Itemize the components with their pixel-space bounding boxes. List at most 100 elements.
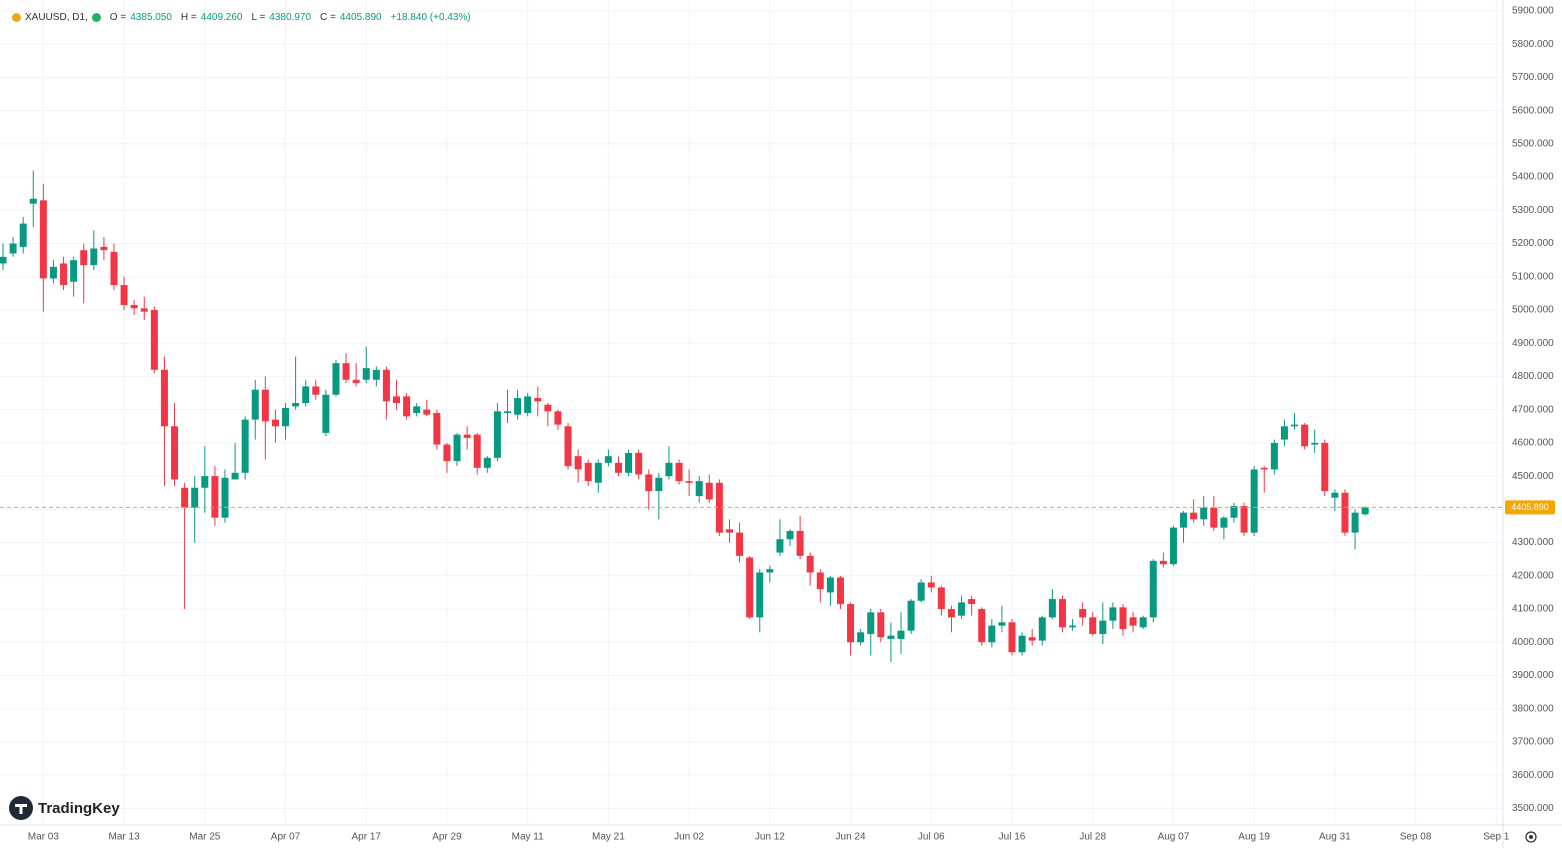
x-tick-label: May 21 (592, 832, 625, 843)
candle-body (968, 599, 976, 605)
y-tick-label: 4900.000 (1512, 338, 1554, 349)
x-tick-label: Jul 28 (1079, 832, 1106, 843)
candle-body (130, 305, 138, 309)
settings-button[interactable] (1524, 830, 1538, 844)
y-tick-label: 5500.000 (1512, 139, 1554, 150)
y-tick-label: 5200.000 (1512, 238, 1554, 249)
candle-body (746, 557, 754, 618)
candle-body (342, 363, 350, 380)
x-tick-label: Apr 07 (271, 832, 301, 843)
y-tick-label: 4700.000 (1512, 404, 1554, 415)
candle-body (453, 434, 461, 462)
candle-body (715, 482, 723, 533)
candle-body (887, 635, 895, 639)
candle-body (362, 368, 370, 380)
candle-body (352, 379, 360, 384)
candle-body (796, 530, 804, 556)
candle-body (1079, 609, 1087, 618)
candle-body (271, 419, 279, 427)
candle-body (1351, 512, 1359, 533)
candle-body (594, 462, 602, 483)
candle-body (1200, 507, 1208, 520)
candle-body (201, 476, 209, 488)
high-value: 4409.260 (200, 12, 243, 23)
y-tick-label: 4000.000 (1512, 637, 1554, 648)
candle-body (806, 555, 814, 573)
candle-body (584, 462, 592, 482)
candle-body (695, 481, 703, 497)
candle-body (675, 462, 683, 482)
candle-body (574, 456, 582, 470)
x-tick-label: May 11 (512, 832, 544, 843)
candle-body (1149, 560, 1157, 618)
candle-body (524, 396, 532, 413)
x-tick-label: Jun 24 (836, 832, 866, 843)
candle-body (493, 411, 501, 458)
candle-body (1361, 507, 1369, 515)
candle-body (625, 452, 633, 473)
y-tick-label: 4100.000 (1512, 604, 1554, 615)
candle-body (1119, 607, 1127, 629)
candle-body (998, 622, 1006, 626)
candle-body (423, 409, 431, 415)
candle-body (756, 572, 764, 618)
y-tick-label: 5700.000 (1512, 72, 1554, 83)
candle-body (554, 411, 562, 425)
candle-body (1260, 467, 1268, 470)
x-tick-label: Jun 02 (674, 832, 704, 843)
x-tick-label: Aug 07 (1158, 832, 1190, 843)
candle-body (847, 604, 855, 643)
candle-body (150, 309, 158, 370)
x-tick-label: Mar 13 (109, 832, 141, 843)
legend-header: XAUUSD, D1, O = 4385.050 H = 4409.260 L = 4… (12, 12, 471, 23)
candle-body (160, 369, 168, 427)
candle-body (261, 389, 269, 422)
candle-body (221, 477, 229, 518)
candle-body (564, 426, 572, 467)
candle-body (947, 609, 955, 618)
candle-body (645, 474, 653, 492)
change: +18.840 (+0.43%) (390, 12, 471, 23)
y-tick-label: 3900.000 (1512, 670, 1554, 681)
candle-body (534, 398, 542, 402)
candle-body (635, 452, 643, 475)
candle-body (937, 587, 945, 610)
candle-body (504, 411, 511, 413)
candle-body (988, 625, 996, 643)
brand: TradingKey (9, 796, 120, 820)
x-tick-label: Apr 17 (352, 832, 382, 843)
candle-body (725, 529, 733, 533)
status-dot (91, 13, 101, 22)
candle-body (473, 434, 481, 468)
y-tick-label: 4200.000 (1512, 570, 1554, 581)
candle-body (1280, 426, 1288, 440)
y-tick-label: 5800.000 (1512, 39, 1554, 50)
candle-body (1291, 424, 1299, 427)
candle-body (1190, 512, 1198, 520)
candle-body (978, 609, 986, 643)
brand-name: TradingKey (38, 799, 120, 817)
candle-body (282, 408, 290, 427)
candle-body (907, 600, 915, 631)
candle-body (1331, 492, 1339, 498)
y-tick-label: 5000.000 (1512, 305, 1554, 316)
y-tick-label: 5400.000 (1512, 172, 1554, 183)
candle-body (100, 246, 108, 251)
candle-body (9, 243, 17, 254)
candle-body (614, 462, 622, 473)
candle-body (140, 308, 148, 312)
candle-body (171, 426, 179, 480)
x-tick-label: Aug 31 (1319, 832, 1351, 843)
x-tick-label: Apr 29 (432, 832, 462, 843)
candle-body (927, 582, 935, 588)
candle-body (897, 630, 905, 639)
low-label: L = (251, 12, 266, 23)
open-value: 4385.050 (130, 12, 172, 23)
low-value: 4380.970 (269, 12, 312, 23)
candle-body (251, 389, 259, 420)
candle-body (1180, 512, 1188, 528)
candle-body (877, 612, 885, 638)
candle-body (766, 569, 774, 573)
candle-body (1321, 442, 1329, 492)
last-price-label: 4405.890 (1511, 502, 1549, 512)
